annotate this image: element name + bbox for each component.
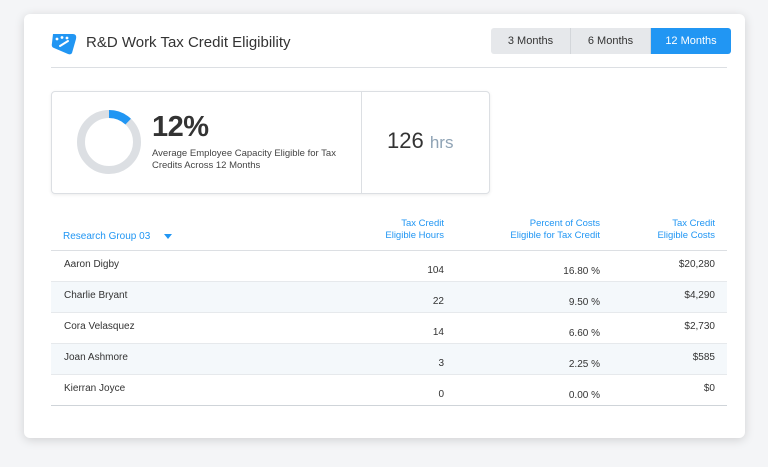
column-header-percent: Percent of Costs Eligible for Tax Credit bbox=[510, 218, 600, 242]
eligible-cost: $2,730 bbox=[684, 321, 715, 332]
eligible-percent: 2.25 % bbox=[568, 359, 600, 370]
column-header-hours: Tax Credit Eligible Hours bbox=[385, 218, 444, 242]
employee-name: Aaron Digby bbox=[64, 259, 120, 270]
eligible-cost: $20,280 bbox=[678, 259, 715, 270]
card-header: R&D Work Tax Credit Eligibility bbox=[51, 28, 727, 68]
hours-value: 126 bbox=[387, 128, 424, 153]
employee-table-body: Aaron Digby 104 16.80 % $20,280 Charlie … bbox=[51, 251, 727, 406]
employee-name: Joan Ashmore bbox=[64, 352, 128, 363]
eligible-percent: 0.00 % bbox=[568, 390, 600, 401]
table-row[interactable]: Cora Velasquez 14 6.60 % $2,730 bbox=[51, 313, 727, 344]
summary-panel: 12% Average Employee Capacity Eligible f… bbox=[51, 91, 490, 194]
column-header-hours-line2: Eligible Hours bbox=[385, 230, 444, 241]
employee-name: Cora Velasquez bbox=[64, 321, 135, 332]
capacity-percent: 12% bbox=[152, 111, 209, 143]
capacity-description: Average Employee Capacity Eligible for T… bbox=[152, 148, 336, 171]
eligible-hours: 0 bbox=[438, 389, 444, 400]
eligible-percent: 9.50 % bbox=[568, 297, 600, 308]
tab-12-months[interactable]: 12 Months bbox=[651, 28, 731, 54]
eligible-cost: $0 bbox=[703, 383, 715, 394]
capacity-donut-chart bbox=[77, 110, 141, 174]
tab-6-months[interactable]: 6 Months bbox=[571, 28, 651, 54]
research-group-label: Research Group 03 bbox=[63, 231, 151, 242]
column-header-hours-line1: Tax Credit bbox=[401, 218, 444, 229]
column-header-percent-line1: Percent of Costs bbox=[529, 218, 600, 229]
eligible-hours-total: 126 hrs bbox=[387, 128, 453, 154]
table-row[interactable]: Aaron Digby 104 16.80 % $20,280 bbox=[51, 251, 727, 282]
summary-divider bbox=[361, 92, 362, 193]
eligible-percent: 6.60 % bbox=[568, 328, 600, 339]
eligible-hours: 104 bbox=[427, 265, 444, 276]
page-title: R&D Work Tax Credit Eligibility bbox=[86, 34, 291, 51]
table-row[interactable]: Joan Ashmore 3 2.25 % $585 bbox=[51, 344, 727, 375]
capacity-donut-arc bbox=[77, 110, 141, 174]
table-row[interactable]: Kierran Joyce 0 0.00 % $0 bbox=[51, 375, 727, 406]
employee-name: Charlie Bryant bbox=[64, 290, 128, 301]
eligible-percent: 16.80 % bbox=[563, 266, 600, 277]
employee-name: Kierran Joyce bbox=[64, 383, 126, 394]
column-header-costs-line2: Eligible Costs bbox=[657, 230, 715, 241]
eligible-hours: 3 bbox=[438, 358, 444, 369]
tab-3-months[interactable]: 3 Months bbox=[491, 28, 571, 54]
caret-down-icon bbox=[164, 233, 173, 239]
time-range-selector: 3 Months 6 Months 12 Months bbox=[491, 28, 731, 54]
table-row[interactable]: Charlie Bryant 22 9.50 % $4,290 bbox=[51, 282, 727, 313]
column-header-costs-line1: Tax Credit bbox=[672, 218, 715, 229]
hours-unit: hrs bbox=[429, 133, 454, 152]
eligible-hours: 14 bbox=[432, 327, 444, 338]
eligible-cost: $585 bbox=[692, 352, 715, 363]
column-header-percent-line2: Eligible for Tax Credit bbox=[510, 230, 600, 241]
column-header-costs: Tax Credit Eligible Costs bbox=[657, 218, 715, 242]
table-header: Research Group 03 Tax Credit Eligible Ho… bbox=[51, 214, 727, 251]
eligible-cost: $4,290 bbox=[684, 290, 715, 301]
eligible-hours: 22 bbox=[432, 296, 444, 307]
research-group-dropdown[interactable]: Research Group 03 bbox=[63, 231, 173, 242]
gauge-icon bbox=[51, 34, 77, 55]
